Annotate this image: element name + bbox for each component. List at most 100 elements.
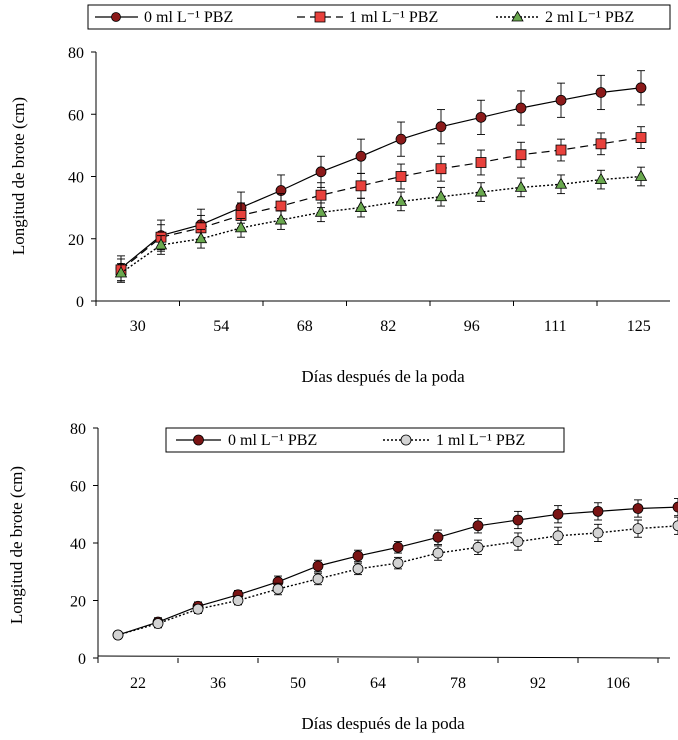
data-point	[552, 508, 564, 520]
series-top	[114, 70, 648, 283]
data-point	[352, 550, 364, 562]
legend-bottom-box	[165, 427, 565, 453]
data-point	[435, 121, 447, 133]
data-point	[555, 144, 567, 156]
data-point	[234, 221, 248, 233]
data-point	[552, 530, 564, 542]
y-tick-label: 0	[78, 651, 86, 668]
series-2	[114, 166, 648, 283]
data-point	[352, 563, 364, 575]
x-tick-label: 92	[530, 675, 546, 692]
data-point	[314, 205, 328, 217]
legend-top: 0 ml L⁻¹ PBZ 1 ml L⁻¹ PBZ 2 ml L⁻¹ PBZ	[87, 4, 671, 30]
data-point	[354, 200, 368, 213]
y-ticks-top: 0 20 40 60 80	[68, 45, 96, 311]
data-point	[435, 163, 447, 175]
y-tick-label: 40	[70, 536, 86, 553]
data-point	[392, 557, 404, 569]
legend-top-0-marker	[111, 12, 121, 22]
data-point	[355, 180, 367, 192]
data-point	[152, 618, 164, 629]
data-point	[592, 527, 604, 539]
series-1	[115, 126, 647, 282]
series-0	[115, 70, 647, 282]
data-point	[515, 102, 527, 114]
data-point	[514, 180, 528, 192]
legend-top-1-marker	[314, 11, 326, 23]
legend-bottom-0-label: 0 ml L⁻¹ PBZ	[228, 432, 317, 449]
data-point	[475, 157, 487, 168]
data-point	[512, 514, 524, 526]
y-tick-label: 0	[76, 294, 84, 311]
data-point	[472, 541, 484, 553]
y-axis-title-top: Longitud de brote (cm)	[9, 97, 28, 255]
data-point	[475, 111, 487, 123]
data-point	[392, 541, 404, 553]
legend-top-box	[87, 4, 671, 30]
data-point	[315, 166, 327, 178]
data-point	[595, 87, 607, 98]
legend-bottom-1-marker	[400, 434, 412, 446]
legend-bottom-0-marker	[193, 434, 204, 446]
data-point	[395, 171, 407, 182]
data-point	[635, 132, 647, 143]
x-ticks-bottom: 223650647892106121	[97, 658, 659, 692]
data-point	[554, 177, 568, 189]
legend-top-1-label: 1 ml L⁻¹ PBZ	[349, 9, 438, 26]
data-point	[592, 505, 604, 517]
x-tick-label: 82	[380, 318, 396, 335]
x-tick-label: 30	[130, 318, 146, 335]
data-point	[432, 547, 444, 559]
x-axis-bottom	[97, 655, 671, 659]
data-point	[274, 213, 288, 225]
x-tick-label: 78	[450, 675, 466, 692]
data-point	[672, 501, 678, 513]
data-point	[512, 536, 524, 547]
data-point	[634, 169, 648, 181]
data-point	[432, 531, 444, 543]
x-tick-label: 54	[213, 318, 229, 335]
x-tick-label: 50	[290, 675, 306, 692]
data-point	[194, 231, 208, 244]
legend-bottom-1-label: 1 ml L⁻¹ PBZ	[436, 432, 525, 449]
x-axis-title-top: Días después de la poda	[301, 367, 465, 386]
x-tick-label: 111	[544, 318, 567, 335]
data-point	[112, 629, 124, 641]
data-point	[272, 583, 284, 595]
data-point	[192, 603, 204, 615]
series-2-line	[120, 175, 642, 274]
x-tick-label: 64	[370, 675, 386, 692]
data-point	[555, 94, 567, 106]
y-tick-label: 20	[70, 594, 86, 611]
x-tick-label: 106	[606, 675, 630, 692]
series-1-line	[120, 137, 642, 271]
data-point	[312, 560, 324, 572]
y-tick-label: 40	[68, 170, 84, 187]
data-point	[114, 266, 128, 278]
x-tick-label: 125	[627, 318, 651, 335]
y-tick-label: 60	[70, 479, 86, 496]
data-point	[394, 194, 408, 206]
legend-top-2-marker	[511, 10, 524, 22]
y-ticks-bottom: 0 20 40 60 80	[70, 421, 98, 668]
series-1	[112, 516, 678, 641]
data-point	[395, 133, 407, 145]
data-point	[635, 82, 647, 94]
x-tick-label: 22	[130, 675, 146, 692]
x-tick-label: 96	[464, 318, 480, 335]
data-point	[632, 503, 644, 514]
series-bottom	[112, 497, 678, 641]
data-point	[632, 523, 644, 535]
data-point	[595, 138, 607, 150]
x-tick-label: 68	[297, 318, 313, 335]
data-point	[275, 200, 287, 212]
chart-bottom: 0 ml L⁻¹ PBZ 1 ml L⁻¹ PBZ 0 20 40 60 80 22 36…	[7, 421, 678, 733]
legend-bottom: 0 ml L⁻¹ PBZ 1 ml L⁻¹ PBZ	[165, 427, 565, 453]
series-0-line	[120, 87, 642, 269]
y-tick-label: 80	[70, 421, 86, 438]
data-point	[154, 238, 168, 250]
chart-top: 0 ml L⁻¹ PBZ 1 ml L⁻¹ PBZ 2 ml L⁻¹ PBZ 0…	[9, 4, 671, 386]
data-point	[672, 520, 678, 532]
series-0-line	[117, 506, 678, 636]
